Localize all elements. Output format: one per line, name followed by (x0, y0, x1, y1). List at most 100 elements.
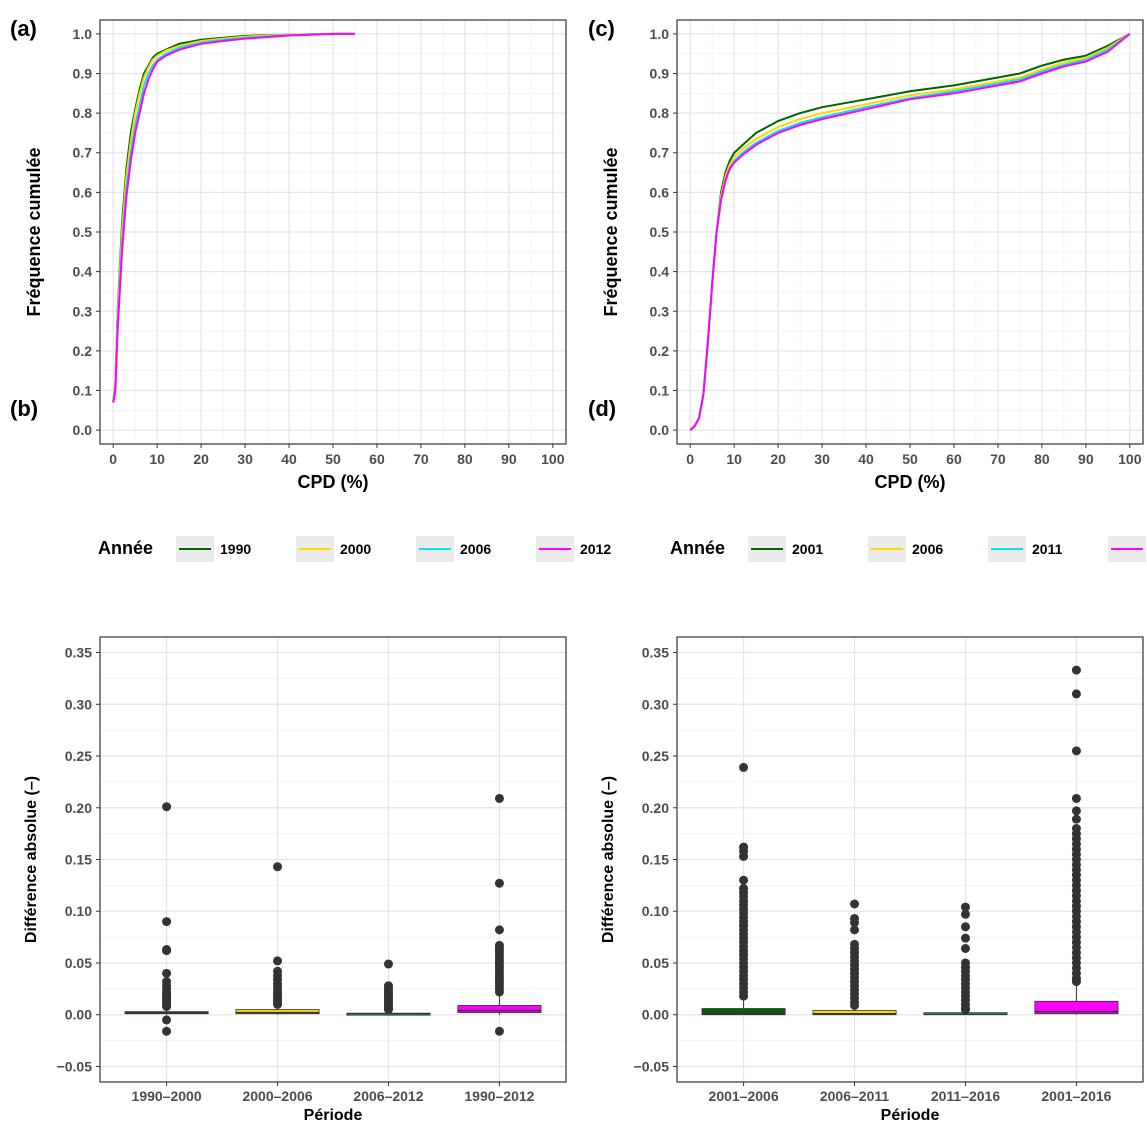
y-tick-label: 0.7 (650, 145, 670, 161)
outlier-point (739, 991, 749, 1001)
y-tick-label: 0.7 (73, 145, 93, 161)
x-tick-label: 60 (369, 451, 385, 467)
legend-label: 2001 (792, 541, 823, 557)
panel-d: (d) 2001–2006 2006–2011 2011–2016 2001–2016 −… (588, 396, 1144, 1124)
y-tick-label: 0.3 (73, 303, 93, 319)
outlier-point (850, 925, 860, 935)
series-line-2016 (689, 33, 1131, 431)
legend-label: 2012 (580, 541, 611, 557)
y-tick-label: 0.15 (65, 852, 92, 868)
x-tick-label: 2011–2016 (931, 1088, 1001, 1104)
box-0 (701, 1008, 786, 1016)
y-tick-label: 0.5 (650, 224, 670, 240)
y-tick-label: 0.2 (650, 343, 670, 359)
legend: Année2001200620112016 (670, 536, 1146, 562)
y-tick-label: 0.1 (650, 383, 670, 399)
y-tick-label: 0.30 (642, 696, 669, 712)
x-tick-label: 100 (541, 451, 565, 467)
y-tick-label: 0.1 (73, 383, 93, 399)
series-line-2000 (112, 32, 355, 403)
outlier-point (960, 902, 970, 912)
outlier-point (162, 802, 172, 812)
x-tick-label: 0 (686, 451, 694, 467)
y-tick-label: 0.0 (650, 422, 670, 438)
outlier-point (1071, 689, 1081, 699)
x-tick-label: 80 (457, 451, 473, 467)
y-axis-title: Fréquence cumulée (601, 147, 621, 316)
outlier-point (273, 956, 283, 966)
x-tick-label: 2006–2011 (820, 1088, 890, 1104)
box-1 (812, 1010, 897, 1016)
y-tick-label: −0.05 (634, 1058, 670, 1074)
legend-label: 1990 (220, 541, 251, 557)
y-tick-label: 0.4 (73, 264, 93, 280)
panel-b: (b) 1990–2000 2000–2006 2006–2012 1990–2012 −… (10, 396, 567, 1124)
panel-label: (b) (10, 396, 38, 421)
y-tick-label: 0.4 (650, 264, 670, 280)
outlier-point (850, 1000, 860, 1010)
legend-label: 2006 (912, 541, 943, 557)
outlier-point (494, 1026, 504, 1036)
outlier-point (1071, 977, 1081, 987)
outlier-point (273, 999, 283, 1009)
outlier-point (960, 909, 970, 919)
y-tick-label: 0.05 (65, 955, 92, 971)
outlier-point (1071, 665, 1081, 675)
x-tick-label: 20 (770, 451, 786, 467)
outlier-point (273, 862, 283, 872)
x-tick-label: 100 (1118, 451, 1142, 467)
panel-c: (c) 0 10 20 30 40 50 60 70 80 90 100 0.0 0.1 0.2 0.3 0.4… (588, 16, 1146, 562)
y-tick-label: 0.5 (73, 224, 93, 240)
outlier-point (850, 918, 860, 928)
legend-label: 2006 (460, 541, 491, 557)
series-line-1990 (112, 32, 355, 403)
series-line-2006 (112, 32, 355, 403)
outlier-point (162, 1015, 172, 1025)
panel-label: (d) (588, 396, 616, 421)
panel-label: (a) (10, 16, 37, 41)
y-tick-label: 0.2 (73, 343, 93, 359)
x-tick-label: 60 (946, 451, 962, 467)
x-tick-label: 70 (990, 451, 1006, 467)
x-axis-title: CPD (%) (298, 472, 369, 492)
x-tick-label: 2001–2016 (1041, 1088, 1111, 1104)
y-tick-label: 0.20 (65, 800, 92, 816)
y-tick-label: 0.35 (642, 645, 669, 661)
outlier-point (383, 959, 393, 969)
x-tick-label: 50 (902, 451, 918, 467)
x-tick-label: 90 (501, 451, 517, 467)
y-axis-title: Différence absolue (–) (23, 776, 40, 943)
series-line-2012 (112, 32, 355, 403)
x-tick-label: 30 (237, 451, 253, 467)
x-tick-label: 1990–2012 (464, 1088, 534, 1104)
outlier-point (1071, 793, 1081, 803)
y-tick-label: 0.9 (73, 65, 93, 81)
legend-label: 2011 (1032, 541, 1063, 557)
y-tick-label: 0.8 (650, 105, 670, 121)
x-tick-label: 40 (281, 451, 297, 467)
outlier-point (383, 1005, 393, 1015)
y-tick-label: 1.0 (73, 26, 93, 42)
panel-a: (a) 0 10 20 30 40 50 60 70 80 90 100 0.0 0.1 0.2 0.3 0.4… (10, 16, 611, 562)
y-tick-label: 0.05 (642, 955, 669, 971)
panel-label: (c) (588, 16, 615, 41)
y-tick-label: 0.8 (73, 105, 93, 121)
y-tick-label: 0.9 (650, 65, 670, 81)
outlier-point (960, 933, 970, 943)
y-axis-title: Différence absolue (–) (600, 776, 617, 943)
outlier-point (494, 987, 504, 997)
outlier-point (1071, 746, 1081, 756)
outlier-point (162, 1026, 172, 1036)
x-tick-label: 50 (325, 451, 341, 467)
y-tick-label: 0.15 (642, 852, 669, 868)
y-tick-label: 0.00 (642, 1007, 669, 1023)
box-3 (457, 1005, 542, 1014)
x-tick-label: 10 (149, 451, 165, 467)
outlier-point (739, 875, 749, 885)
y-tick-label: 0.6 (73, 184, 93, 200)
y-tick-label: 0.25 (65, 748, 92, 764)
box-3 (1034, 1000, 1119, 1015)
outlier-point (739, 851, 749, 861)
outlier-point (494, 878, 504, 888)
